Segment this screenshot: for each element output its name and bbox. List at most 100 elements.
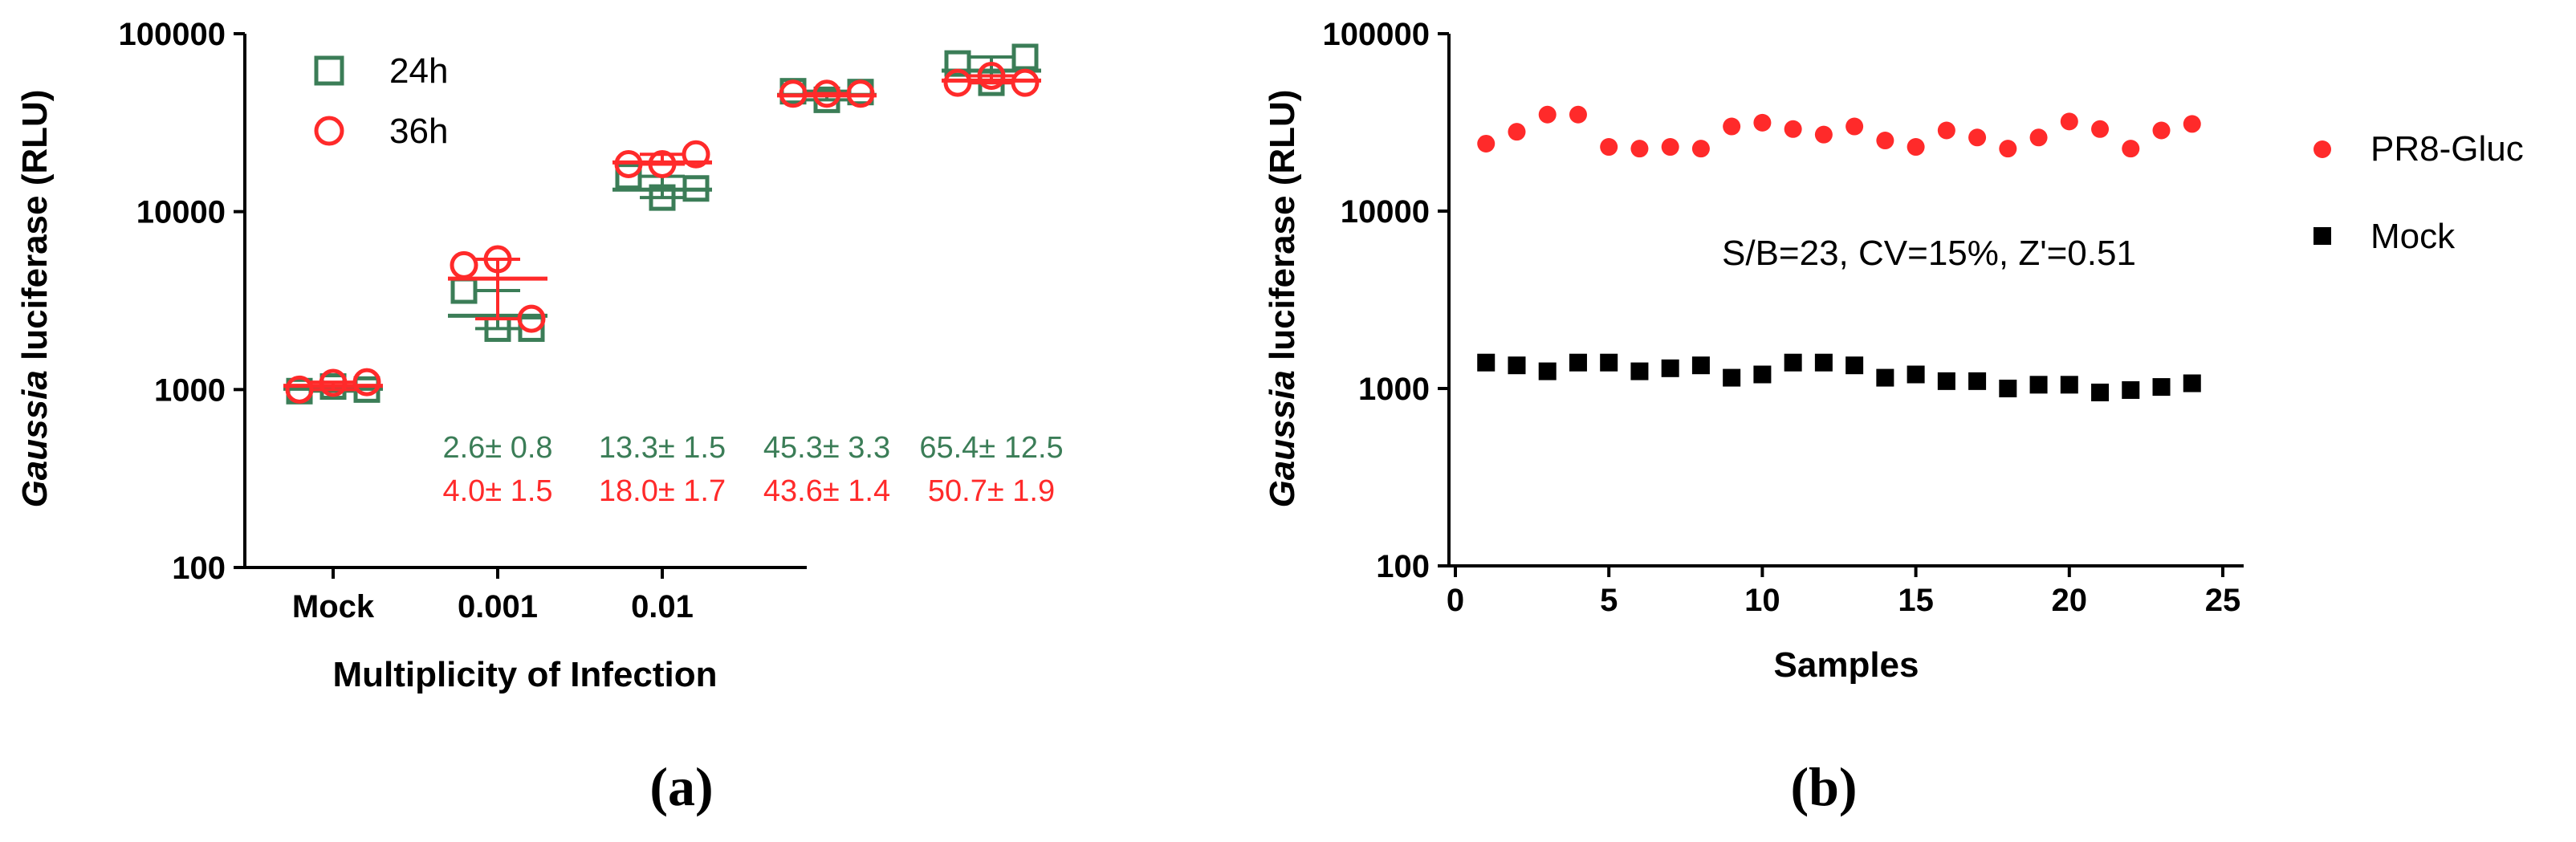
panel-b-point-mock xyxy=(2060,376,2078,394)
legend-24h-marker xyxy=(314,55,344,86)
panel-b-point-pr8-gluc xyxy=(1753,113,1772,132)
panel-a-point-36h xyxy=(943,68,972,97)
panel-a-point-36h xyxy=(1011,68,1040,97)
panel-b-point-pr8-gluc xyxy=(2183,115,2201,133)
panel-b-point-pr8-gluc xyxy=(1630,140,1649,158)
panel-b-point-pr8-gluc xyxy=(1937,121,1955,140)
panel-b-point-mock xyxy=(2029,376,2048,394)
panel-b-point-mock xyxy=(1600,353,1618,372)
panel-b-point-mock xyxy=(1937,372,1955,390)
panel-a-point-24h xyxy=(518,315,545,342)
panel-b-point-mock xyxy=(1814,353,1833,372)
panel-a-point-36h xyxy=(846,79,875,108)
panel-a-point-24h xyxy=(649,184,676,211)
panel-b-point-mock xyxy=(1569,353,1587,372)
panel-a-point-24h xyxy=(1011,43,1039,71)
panel-b-y-tick-label: 10000 xyxy=(1341,194,1430,230)
panel-a-point-36h xyxy=(285,375,314,404)
panel-b-point-pr8-gluc xyxy=(1999,140,2017,158)
panel-b-stats-text: S/B=23, CV=15%, Z'=0.51 xyxy=(1722,234,2136,273)
panel-b-x-tick-label: 10 xyxy=(1744,583,1780,618)
panel-b-point-pr8-gluc xyxy=(1477,134,1496,153)
panel-b-x-tick-label: 25 xyxy=(2205,583,2241,618)
panel-b-point-mock xyxy=(1968,372,1987,390)
panel-b-point-pr8-gluc xyxy=(2060,112,2078,131)
panel-b-point-mock xyxy=(1876,368,1894,387)
panel-b-point-mock xyxy=(1477,353,1496,372)
panel-b-chart: 100 1000 10000 100000 0 5 10 15 20 25 Gaussia lu… xyxy=(1263,17,2524,817)
panel-a-point-36h xyxy=(682,140,710,169)
legend-24h-label: 24h xyxy=(389,51,448,91)
panel-a-annotation-36h: 18.0± 1.7 xyxy=(599,474,726,508)
panel-b-x-tick-label: 15 xyxy=(1898,583,1934,618)
legend-36h-label: 36h xyxy=(389,112,448,151)
panel-a-y-tick-label: 100 xyxy=(172,551,226,586)
panel-b-point-pr8-gluc xyxy=(2152,121,2171,140)
panel-b-x-ticks: 0 5 10 15 20 25 xyxy=(1447,566,2240,618)
panel-a-annotations: 2.6± 0.8 13.3± 1.5 45.3± 3.3 65.4± 12.5 4.0±… xyxy=(442,431,1063,508)
panel-b-point-pr8-gluc xyxy=(1661,138,1679,157)
legend-mock-marker xyxy=(2314,227,2331,245)
panel-b-point-mock xyxy=(2122,380,2140,399)
panel-b-x-tick-label: 20 xyxy=(2052,583,2088,618)
panel-b-point-pr8-gluc xyxy=(1876,132,1894,150)
panel-a-annotation-36h: 43.6± 1.4 xyxy=(763,474,890,508)
panel-b-y-axis-label: Gaussia luciferase (RLU) xyxy=(1263,90,1302,508)
panel-a-x-tick-label: 0.001 xyxy=(458,589,538,624)
panel-b-point-mock xyxy=(1723,368,1741,387)
legend-pr8-gluc-marker xyxy=(2314,140,2331,158)
panel-b-y-tick-label: 100000 xyxy=(1323,17,1430,52)
panel-a-y-tick-label: 1000 xyxy=(154,372,226,408)
panel-b-point-pr8-gluc xyxy=(1691,140,1710,158)
panel-b-point-mock xyxy=(1907,365,1925,384)
panel-a-point-24h xyxy=(944,50,971,77)
panel-b-label: (b) xyxy=(1790,756,1857,817)
panel-b-x-tick-label: 5 xyxy=(1600,583,1618,618)
panel-b-point-pr8-gluc xyxy=(1968,128,1987,147)
panel-b-point-pr8-gluc xyxy=(1569,105,1587,124)
panel-b-y-ticks: 100 1000 10000 100000 xyxy=(1323,17,1449,584)
panel-a-axes xyxy=(243,34,807,569)
panel-b-point-mock xyxy=(1508,356,1526,375)
panel-a-point-24h xyxy=(450,277,478,304)
panel-a-label: (a) xyxy=(649,756,713,817)
panel-a-x-ticks: Mock 0.001 0.01 xyxy=(292,567,694,624)
panel-b-y-tick-label: 100 xyxy=(1376,549,1430,584)
panel-b-point-pr8-gluc xyxy=(1600,138,1618,157)
panel-a-x-tick-label: Mock xyxy=(292,589,375,624)
panel-a-point-36h xyxy=(483,245,512,274)
panel-a-point-36h xyxy=(977,61,1006,90)
panel-a-x-tick-label: 0.01 xyxy=(631,589,694,624)
panel-b-point-pr8-gluc xyxy=(1846,117,1864,136)
panel-b-y-tick-label: 1000 xyxy=(1358,372,1430,407)
panel-a-chart: 100 1000 10000 100000 Mock 0.001 0.01 Gaussia… xyxy=(15,17,1064,817)
panel-b-point-pr8-gluc xyxy=(1907,138,1925,157)
panel-a-y-tick-label: 10000 xyxy=(136,195,226,230)
panel-a-point-36h xyxy=(450,250,478,279)
panel-a-point-24h xyxy=(682,175,710,202)
panel-b-point-pr8-gluc xyxy=(1814,125,1833,144)
panel-a-y-tick-label: 100000 xyxy=(119,17,226,52)
panel-b-legend: PR8-Gluc Mock xyxy=(2314,129,2524,256)
panel-b-point-mock xyxy=(1846,356,1864,375)
panel-b-point-mock xyxy=(1661,359,1679,377)
panel-b-point-pr8-gluc xyxy=(1784,120,1802,138)
panel-a-y-axis-label: Gaussia luciferase (RLU) xyxy=(15,90,55,508)
panel-b-point-pr8-gluc xyxy=(2091,120,2110,138)
panel-b-point-mock xyxy=(2091,383,2110,401)
panel-a-annotation-24h: 2.6± 0.8 xyxy=(442,431,552,465)
panel-a-marks xyxy=(283,43,1041,405)
panel-b-point-pr8-gluc xyxy=(1538,105,1557,124)
panel-a-legend: 24h 36h xyxy=(314,51,448,151)
panel-b-point-mock xyxy=(1999,380,2017,397)
panel-b-point-mock xyxy=(1753,365,1772,384)
panel-b-point-mock xyxy=(1538,362,1557,380)
panel-a-point-36h xyxy=(779,79,808,108)
panel-a-y-ticks: 100 1000 10000 100000 xyxy=(119,17,245,586)
panel-b-x-axis-label: Samples xyxy=(1774,645,1919,685)
panel-b-x-tick-label: 0 xyxy=(1447,583,1464,618)
panel-a-point-36h xyxy=(319,368,348,397)
panel-a-point-36h xyxy=(352,368,381,397)
panel-b-point-mock xyxy=(2183,374,2201,393)
